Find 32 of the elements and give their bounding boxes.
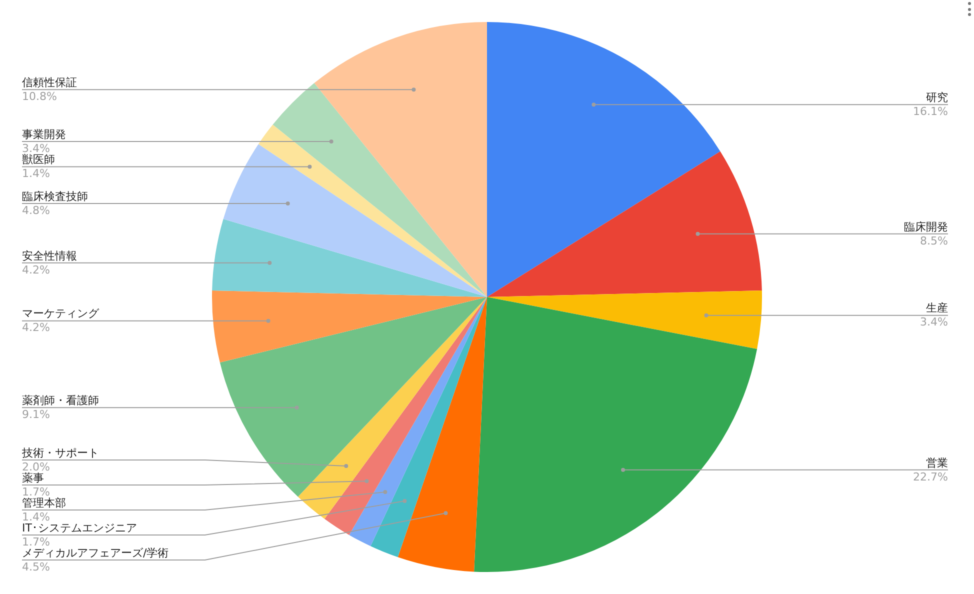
slice-label: 管理本部 [22,496,66,510]
data-label: 9.1% [22,408,50,421]
data-label: 1.4% [22,167,50,180]
slice-label: 技術・サポート [21,446,99,460]
data-label: 3.4% [22,142,50,155]
data-label: 22.7% [913,470,948,484]
slice-label: 信頼性保証 [22,76,77,89]
data-label: 8.5% [920,234,948,248]
data-label: 1.7% [22,485,50,498]
slice-label: 生産 [926,302,948,315]
slice-label: メディカルアフェアーズ/学術 [22,546,169,560]
slice-label: 研究 [926,90,948,104]
data-label: 16.1% [913,104,948,118]
data-label: 1.4% [22,510,50,524]
data-label: 4.2% [22,321,50,334]
data-label: 1.7% [22,535,50,548]
data-label: 4.8% [22,204,50,217]
slice-label: 薬剤師・看護師 [22,394,99,407]
data-label: 4.2% [22,263,50,276]
data-label: 3.4% [920,316,948,329]
slice-label: 薬事 [22,471,44,484]
slice-label: 事業開発 [22,128,66,141]
slice-label: マーケティング [22,307,100,320]
slice-label: 安全性情報 [22,249,77,262]
slice-label: 営業 [926,456,948,470]
slice-label: IT･システムエンジニア [22,521,137,534]
slice-label: 臨床検査技師 [22,190,88,203]
slice-label: 臨床開発 [904,220,948,234]
data-label: 10.8% [22,90,57,103]
data-label: 2.0% [22,460,50,474]
slice-label: 獣医師 [22,153,55,166]
data-label: 4.5% [22,560,50,574]
